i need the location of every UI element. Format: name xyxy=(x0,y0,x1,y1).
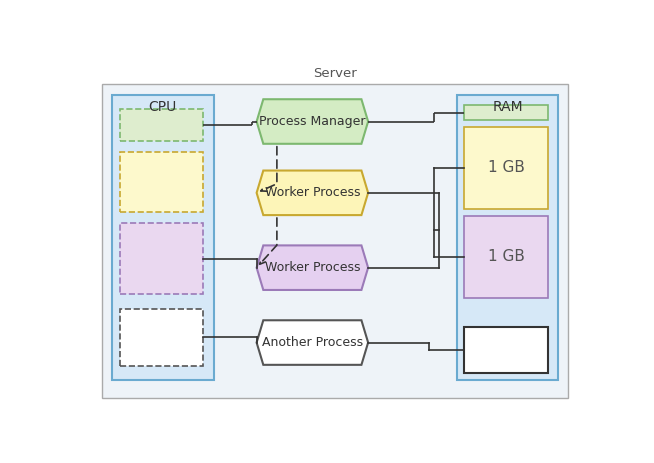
Polygon shape xyxy=(256,320,368,365)
Bar xyxy=(120,152,203,213)
Bar xyxy=(464,106,548,120)
Bar xyxy=(456,95,558,380)
Text: CPU: CPU xyxy=(148,100,177,114)
Text: Another Process: Another Process xyxy=(262,336,363,349)
Text: Worker Process: Worker Process xyxy=(265,261,360,274)
Text: 1 GB: 1 GB xyxy=(488,160,525,175)
Bar xyxy=(120,309,203,366)
Polygon shape xyxy=(256,99,368,144)
Text: 1 GB: 1 GB xyxy=(488,250,525,264)
Bar xyxy=(464,326,548,373)
Text: Process Manager: Process Manager xyxy=(259,115,366,128)
Bar xyxy=(120,109,203,141)
Bar xyxy=(464,127,548,209)
Bar xyxy=(102,84,568,398)
Bar xyxy=(120,223,203,294)
Text: RAM: RAM xyxy=(492,100,523,114)
Text: Server: Server xyxy=(313,67,357,80)
Polygon shape xyxy=(256,170,368,215)
Text: Worker Process: Worker Process xyxy=(265,186,360,199)
Bar xyxy=(112,95,213,380)
Bar xyxy=(464,216,548,298)
Polygon shape xyxy=(256,245,368,290)
